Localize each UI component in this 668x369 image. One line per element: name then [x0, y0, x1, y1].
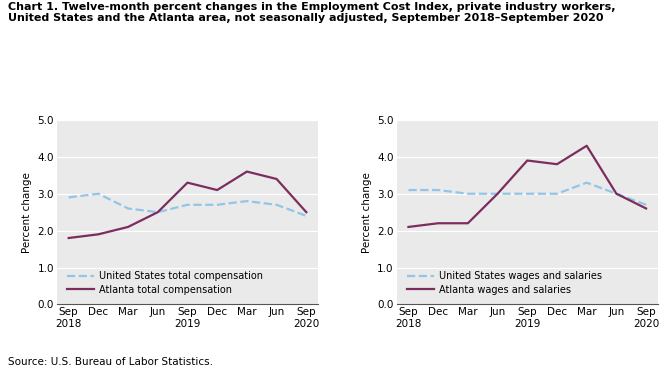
United States total compensation [94, 192, 102, 196]
Atlanta total compensation [243, 169, 251, 174]
United States wages and salaries [582, 180, 591, 185]
United States total compensation [213, 203, 221, 207]
United States total compensation [184, 203, 192, 207]
Line: Atlanta wages and salaries: Atlanta wages and salaries [408, 146, 646, 227]
United States total compensation [65, 195, 73, 200]
United States wages and salaries [553, 192, 561, 196]
Atlanta wages and salaries [523, 158, 531, 163]
Atlanta wages and salaries [434, 221, 442, 225]
Atlanta total compensation [94, 232, 102, 237]
Line: United States wages and salaries: United States wages and salaries [408, 183, 646, 205]
Atlanta total compensation [184, 180, 192, 185]
Line: United States total compensation: United States total compensation [69, 194, 307, 216]
Legend: United States total compensation, Atlanta total compensation: United States total compensation, Atlant… [64, 269, 266, 298]
United States total compensation [243, 199, 251, 203]
Atlanta total compensation [273, 177, 281, 181]
Atlanta total compensation [213, 188, 221, 192]
United States wages and salaries [464, 192, 472, 196]
United States wages and salaries [434, 188, 442, 192]
Line: Atlanta total compensation: Atlanta total compensation [69, 172, 307, 238]
Y-axis label: Percent change: Percent change [22, 172, 32, 253]
Atlanta wages and salaries [494, 192, 502, 196]
Atlanta total compensation [65, 236, 73, 240]
Atlanta wages and salaries [464, 221, 472, 225]
Atlanta total compensation [303, 210, 311, 214]
United States total compensation [154, 210, 162, 214]
Text: Chart 1. Twelve-month percent changes in the Employment Cost Index, private indu: Chart 1. Twelve-month percent changes in… [8, 2, 615, 24]
Y-axis label: Percent change: Percent change [362, 172, 372, 253]
Atlanta wages and salaries [613, 192, 621, 196]
United States wages and salaries [494, 192, 502, 196]
Atlanta wages and salaries [642, 206, 650, 211]
United States total compensation [124, 206, 132, 211]
United States wages and salaries [642, 203, 650, 207]
Atlanta total compensation [154, 210, 162, 214]
United States wages and salaries [523, 192, 531, 196]
United States wages and salaries [613, 192, 621, 196]
United States total compensation [303, 214, 311, 218]
United States wages and salaries [404, 188, 412, 192]
Atlanta wages and salaries [553, 162, 561, 166]
Legend: United States wages and salaries, Atlanta wages and salaries: United States wages and salaries, Atlant… [404, 269, 605, 298]
Text: Source: U.S. Bureau of Labor Statistics.: Source: U.S. Bureau of Labor Statistics. [8, 357, 213, 367]
Atlanta total compensation [124, 225, 132, 229]
United States total compensation [273, 203, 281, 207]
Atlanta wages and salaries [582, 144, 591, 148]
Atlanta wages and salaries [404, 225, 412, 229]
